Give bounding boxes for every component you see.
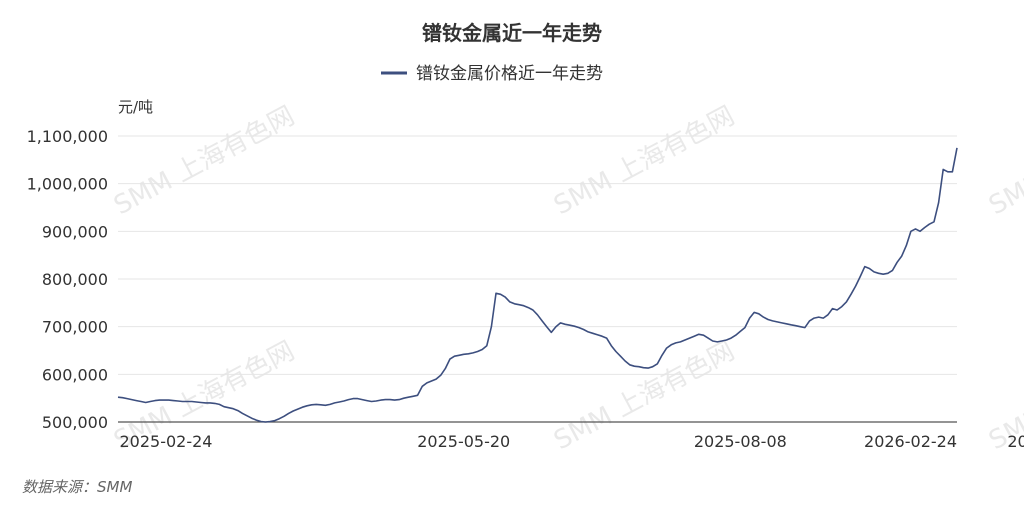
x-tick-label: 2025-02-24 bbox=[120, 432, 213, 451]
y-tick-label: 900,000 bbox=[42, 222, 108, 241]
y-axis-unit: 元/吨 bbox=[118, 98, 153, 116]
gridlines bbox=[118, 135, 957, 375]
y-tick-label: 500,000 bbox=[42, 413, 108, 432]
y-tick-label: 1,100,000 bbox=[27, 127, 108, 146]
legend[interactable]: 镨钕金属价格近一年走势 bbox=[381, 64, 603, 84]
series-line bbox=[117, 147, 958, 423]
x-tick-label: 2025-11-05 bbox=[1007, 432, 1024, 451]
data-source: 数据来源：SMM bbox=[22, 478, 132, 496]
y-tick-label: 1,000,000 bbox=[27, 175, 108, 194]
y-tick-label: 700,000 bbox=[42, 318, 108, 337]
y-axis-ticks: 500,000 600,000 700,000 800,000 900,000 1,000… bbox=[27, 127, 108, 432]
y-tick-label: 600,000 bbox=[42, 365, 108, 384]
x-tick-label: 2025-05-20 bbox=[417, 432, 510, 451]
watermark: SMM 上海有色网 bbox=[549, 101, 739, 221]
watermark: SMM 上海有色网 bbox=[109, 101, 299, 221]
x-tick-label: 2026-02-24 bbox=[864, 432, 957, 451]
watermark: SMM 上海有色网 bbox=[984, 101, 1024, 221]
legend-label: 镨钕金属价格近一年走势 bbox=[416, 64, 603, 84]
x-tick-label: 2025-08-08 bbox=[694, 432, 787, 451]
y-tick-label: 800,000 bbox=[42, 270, 108, 289]
x-axis-ticks: 2025-02-24 2025-05-20 2025-08-08 2025-11-05… bbox=[120, 432, 1024, 451]
chart-title: 镨钕金属近一年走势 bbox=[422, 21, 602, 45]
